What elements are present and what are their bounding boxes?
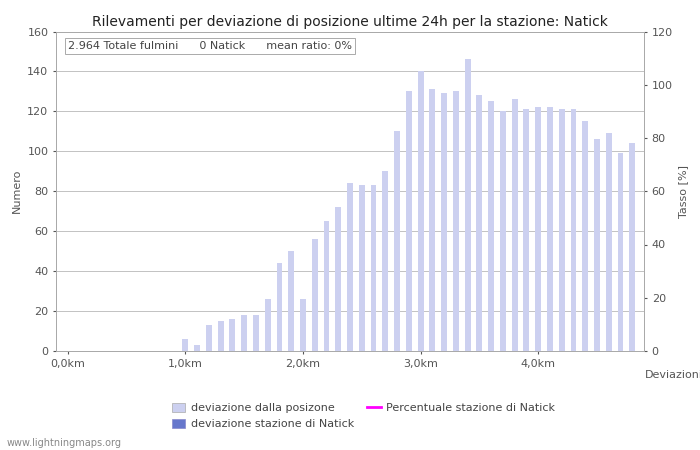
Bar bbox=[218, 321, 223, 351]
X-axis label: Deviazioni: Deviazioni bbox=[645, 370, 700, 380]
Bar bbox=[265, 299, 271, 351]
Bar bbox=[512, 99, 517, 351]
Bar bbox=[441, 94, 447, 351]
Bar bbox=[288, 251, 294, 351]
Bar bbox=[418, 72, 424, 351]
Text: 2.964 Totale fulmini      0 Natick      mean ratio: 0%: 2.964 Totale fulmini 0 Natick mean ratio… bbox=[68, 41, 352, 51]
Bar bbox=[536, 108, 541, 351]
Y-axis label: Numero: Numero bbox=[12, 169, 22, 213]
Bar bbox=[312, 239, 318, 351]
Bar bbox=[382, 171, 389, 351]
Bar bbox=[570, 109, 576, 351]
Bar bbox=[406, 91, 412, 351]
Bar bbox=[394, 131, 400, 351]
Bar bbox=[606, 133, 612, 351]
Bar bbox=[524, 109, 529, 351]
Bar bbox=[629, 143, 635, 351]
Bar bbox=[453, 91, 459, 351]
Bar bbox=[559, 109, 565, 351]
Bar bbox=[488, 101, 494, 351]
Bar bbox=[347, 183, 353, 351]
Bar bbox=[477, 95, 482, 351]
Bar bbox=[547, 108, 553, 351]
Text: www.lightningmaps.org: www.lightningmaps.org bbox=[7, 438, 122, 448]
Bar bbox=[323, 221, 330, 351]
Legend: deviazione dalla posizone, deviazione stazione di Natick, Percentuale stazione d: deviazione dalla posizone, deviazione st… bbox=[167, 398, 559, 433]
Bar bbox=[594, 140, 600, 351]
Bar bbox=[359, 185, 365, 351]
Bar bbox=[253, 315, 259, 351]
Title: Rilevamenti per deviazione di posizione ultime 24h per la stazione: Natick: Rilevamenti per deviazione di posizione … bbox=[92, 15, 608, 29]
Y-axis label: Tasso [%]: Tasso [%] bbox=[678, 165, 688, 218]
Bar bbox=[465, 59, 470, 351]
Bar bbox=[500, 112, 506, 351]
Bar bbox=[183, 339, 188, 351]
Bar bbox=[230, 319, 235, 351]
Bar bbox=[241, 315, 247, 351]
Bar bbox=[617, 153, 624, 351]
Bar bbox=[206, 325, 212, 351]
Bar bbox=[370, 185, 377, 351]
Bar bbox=[429, 90, 435, 351]
Bar bbox=[300, 299, 306, 351]
Bar bbox=[582, 122, 588, 351]
Bar bbox=[276, 263, 282, 351]
Bar bbox=[335, 207, 341, 351]
Bar bbox=[194, 345, 200, 351]
